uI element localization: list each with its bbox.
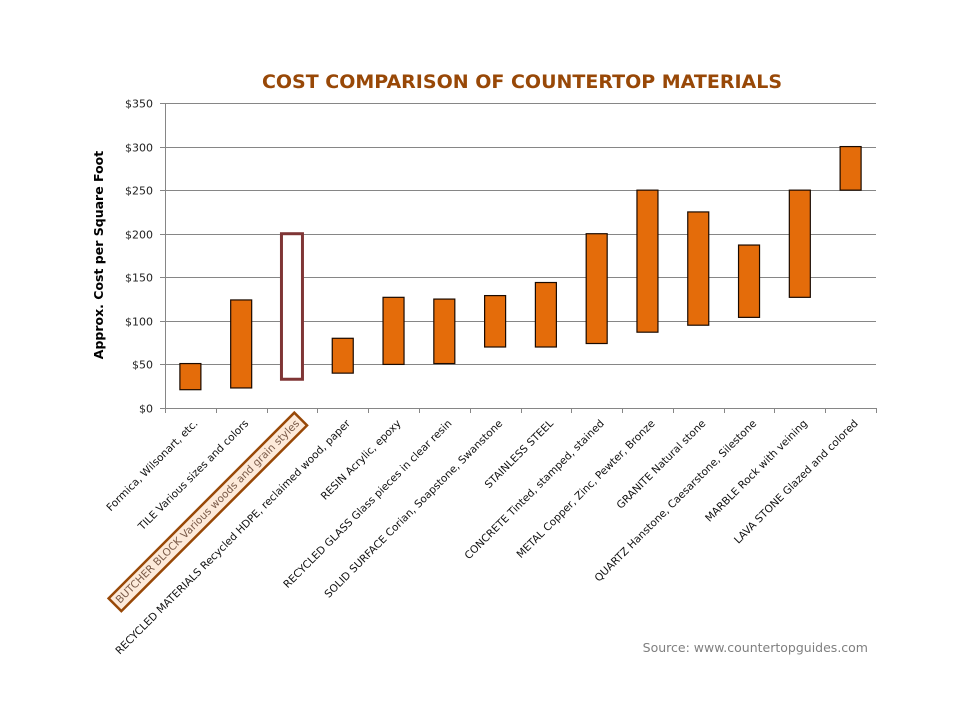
y-axis-label: Approx. Cost per Square Foot <box>91 151 106 359</box>
y-tick-label: $50 <box>132 359 153 372</box>
chart-title: COST COMPARISON OF COUNTERTOP MATERIALS <box>262 71 782 93</box>
bar <box>839 145 862 191</box>
x-axis-labels: Formica, Wilsonart, etc.TILE Various siz… <box>104 410 861 657</box>
x-label-group: RECYCLED MATERIALS Recycled HDPE, reclai… <box>113 417 353 657</box>
gridlines <box>165 103 876 365</box>
x-label: Formica, Wilsonart, etc. <box>104 418 200 514</box>
x-label-group: BUTCHER BLOCK Various woods and grain st… <box>106 410 309 613</box>
bar <box>585 233 608 345</box>
bar <box>737 244 761 318</box>
axes <box>160 103 877 413</box>
bar <box>331 337 354 374</box>
x-label: MARBLE Rock with veining <box>703 418 810 525</box>
y-tick-label: $150 <box>125 272 153 285</box>
bar <box>179 362 202 391</box>
bar-highlighted <box>279 232 304 381</box>
y-tick-label: $0 <box>139 403 153 416</box>
x-label: RECYCLED MATERIALS Recycled HDPE, reclai… <box>113 417 353 657</box>
source-note: Source: www.countertopguides.com <box>643 640 868 655</box>
y-tick-label: $300 <box>125 142 153 155</box>
x-label-group: MARBLE Rock with veining <box>703 418 810 525</box>
y-tick-label: $200 <box>125 229 153 242</box>
bar <box>534 281 557 348</box>
x-label: SOLID SURFACE Corian, Soapstone, Swansto… <box>322 418 505 601</box>
y-axis-ticks: $0 $50 $100 $150 $200 $250 $300 $350 <box>125 98 153 416</box>
bar <box>382 296 405 366</box>
bar <box>433 298 456 365</box>
x-label-highlighted: BUTCHER BLOCK Various woods and grain st… <box>114 418 303 607</box>
y-tick-label: $100 <box>125 316 153 329</box>
bar <box>484 294 507 348</box>
bar <box>230 299 253 389</box>
bar <box>788 189 811 298</box>
x-label-group: Formica, Wilsonart, etc. <box>104 418 200 514</box>
x-label: GRANITE Natural stone <box>615 418 709 512</box>
x-label-group: SOLID SURFACE Corian, Soapstone, Swansto… <box>322 418 505 601</box>
bars <box>179 145 862 391</box>
y-tick-label: $350 <box>125 98 153 111</box>
x-label-group: GRANITE Natural stone <box>615 418 709 512</box>
bar <box>687 211 710 326</box>
bar <box>636 189 659 333</box>
y-tick-label: $250 <box>125 185 153 198</box>
highlight-label-box <box>106 410 309 613</box>
